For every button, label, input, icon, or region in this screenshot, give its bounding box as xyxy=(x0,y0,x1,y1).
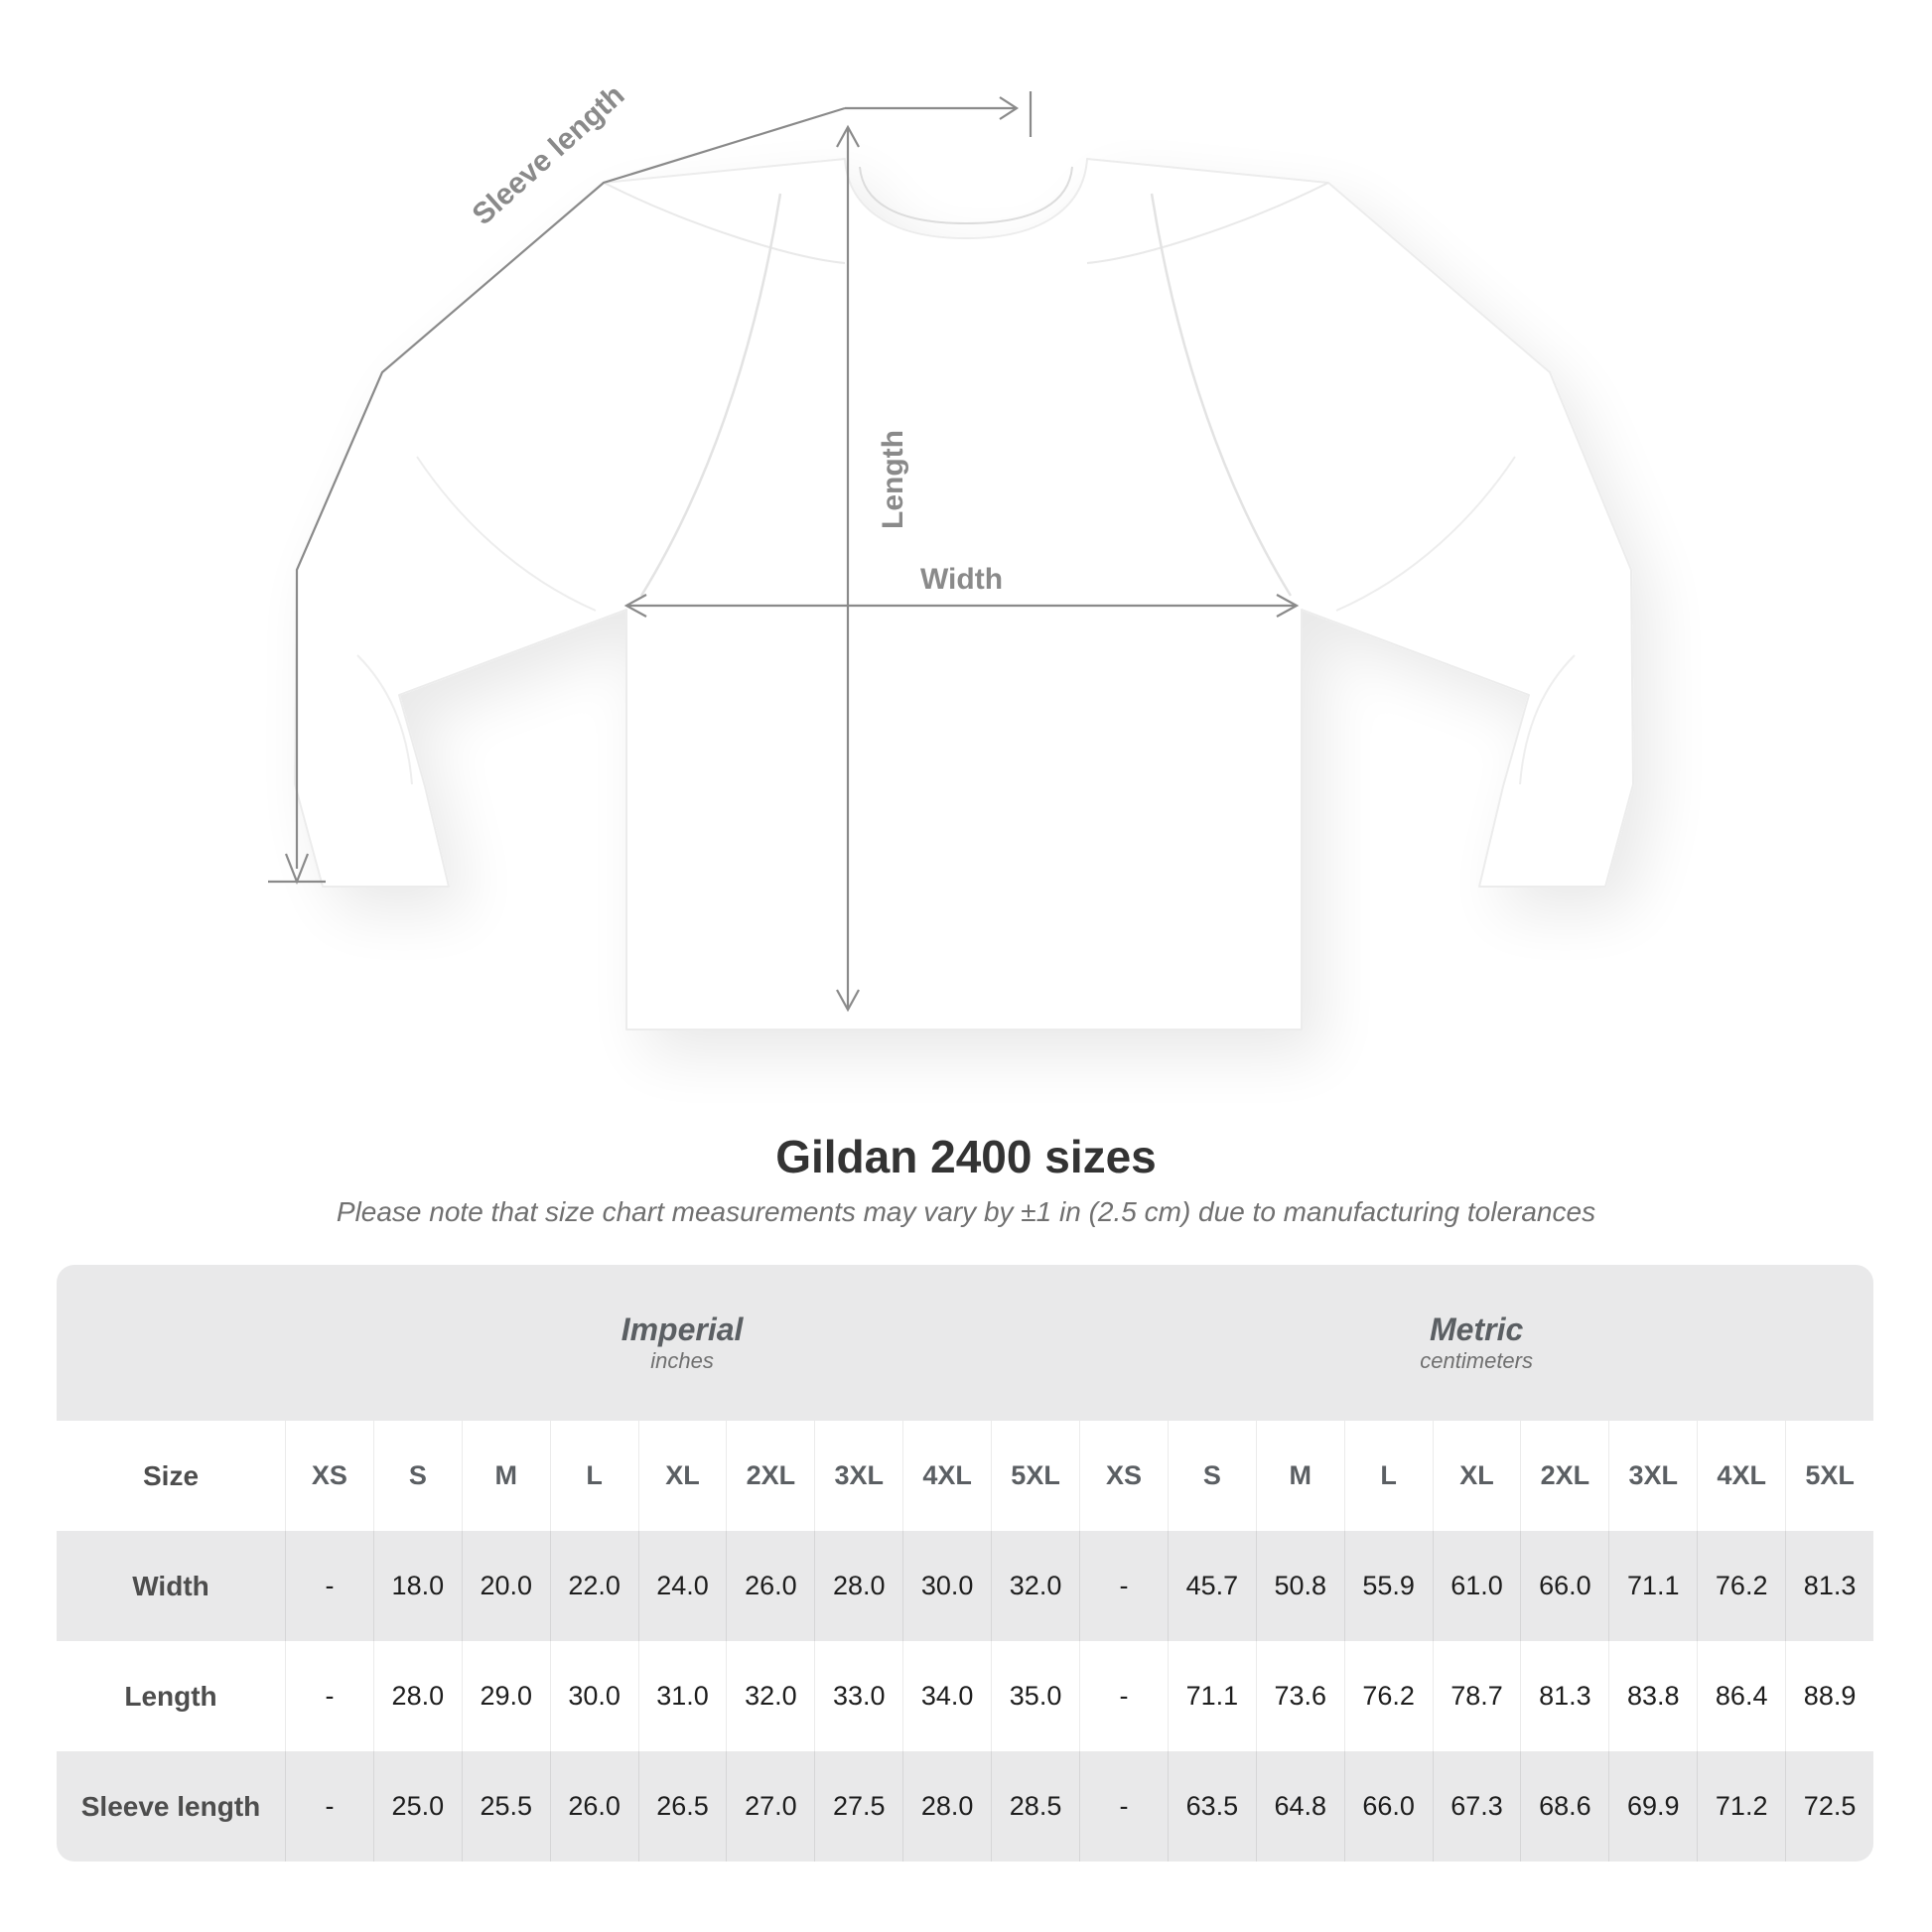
svg-text:Length: Length xyxy=(877,430,909,529)
svg-text:Width: Width xyxy=(920,563,1003,596)
